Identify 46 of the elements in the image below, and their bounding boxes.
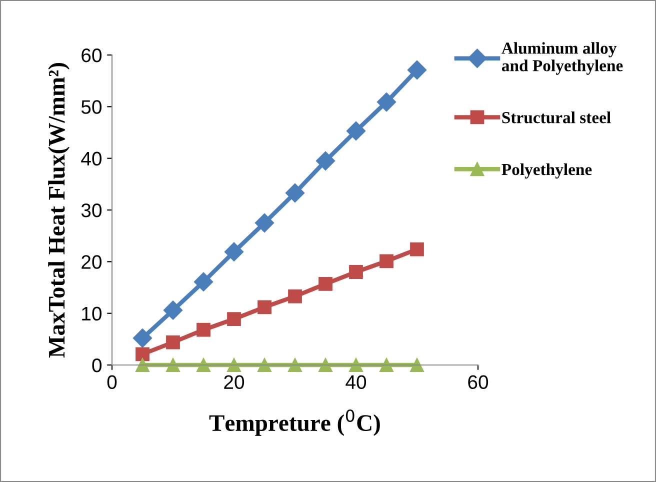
x-tick-label: 60 — [468, 375, 488, 390]
point — [227, 312, 241, 326]
y-tick-label: 60 — [82, 48, 102, 62]
y-tick-label: 50 — [81, 100, 102, 114]
point — [380, 254, 394, 268]
point — [410, 242, 424, 256]
y-tick-label: 30 — [81, 203, 102, 218]
point — [254, 213, 274, 232]
point — [227, 358, 241, 372]
legend-label: Structural steel — [502, 112, 611, 124]
point — [349, 358, 363, 372]
y-tick-label: 0 — [92, 358, 102, 372]
point — [136, 347, 150, 362]
point — [163, 300, 183, 320]
point — [318, 358, 332, 372]
point — [136, 358, 150, 372]
y-tick-label: 20 — [82, 255, 102, 269]
x-tick-label: 0 — [107, 375, 117, 390]
legend-label: Aluminum alloy and Polyethylene — [502, 42, 623, 75]
point — [196, 358, 210, 372]
point — [318, 276, 332, 291]
x-tick-label: 40 — [346, 375, 366, 390]
point — [410, 358, 424, 372]
point — [288, 289, 302, 304]
point — [288, 358, 302, 372]
legend-label: Polyethylene — [502, 163, 592, 179]
point — [224, 242, 244, 262]
point — [194, 272, 214, 292]
point — [166, 335, 180, 350]
point — [258, 300, 272, 314]
point — [349, 265, 363, 279]
point — [316, 151, 336, 170]
point — [258, 358, 272, 372]
y-axis-title: MaxTotal Heat Flux(W/mm²) — [48, 63, 70, 358]
y-tick-label: 40 — [81, 152, 102, 166]
x-tick-label: 20 — [224, 375, 244, 390]
point — [166, 358, 180, 372]
point — [196, 322, 210, 337]
point — [346, 121, 366, 140]
point — [380, 358, 394, 372]
point — [376, 92, 396, 112]
y-tick-label: 10 — [82, 306, 102, 321]
point — [407, 60, 427, 80]
point — [285, 183, 305, 202]
x-axis-title: Tempreture ($^{0}$C) — [209, 410, 380, 436]
point — [132, 328, 152, 348]
